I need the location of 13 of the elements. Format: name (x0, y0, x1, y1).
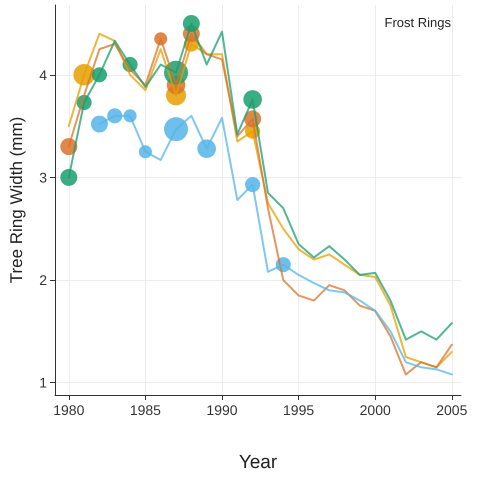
y-tick-label: 2 (39, 272, 48, 288)
y-tick-label: 4 (39, 66, 48, 83)
x-tick-label: 1985 (130, 402, 162, 418)
x-tick-label: 2005 (436, 402, 468, 418)
x-tick-label: 1980 (53, 402, 85, 418)
x-tick-label: 1995 (283, 402, 314, 418)
y-tick-label: 3 (39, 169, 48, 186)
legend-title: Frost Rings (384, 15, 452, 30)
x-tick-label: 2000 (360, 402, 391, 418)
y-tick-label: 1 (39, 374, 48, 391)
y-axis-title: Tree Ring Width (mm) (7, 116, 26, 284)
x-axis-title: Year (238, 452, 278, 473)
x-tick-label: 1990 (206, 402, 238, 418)
